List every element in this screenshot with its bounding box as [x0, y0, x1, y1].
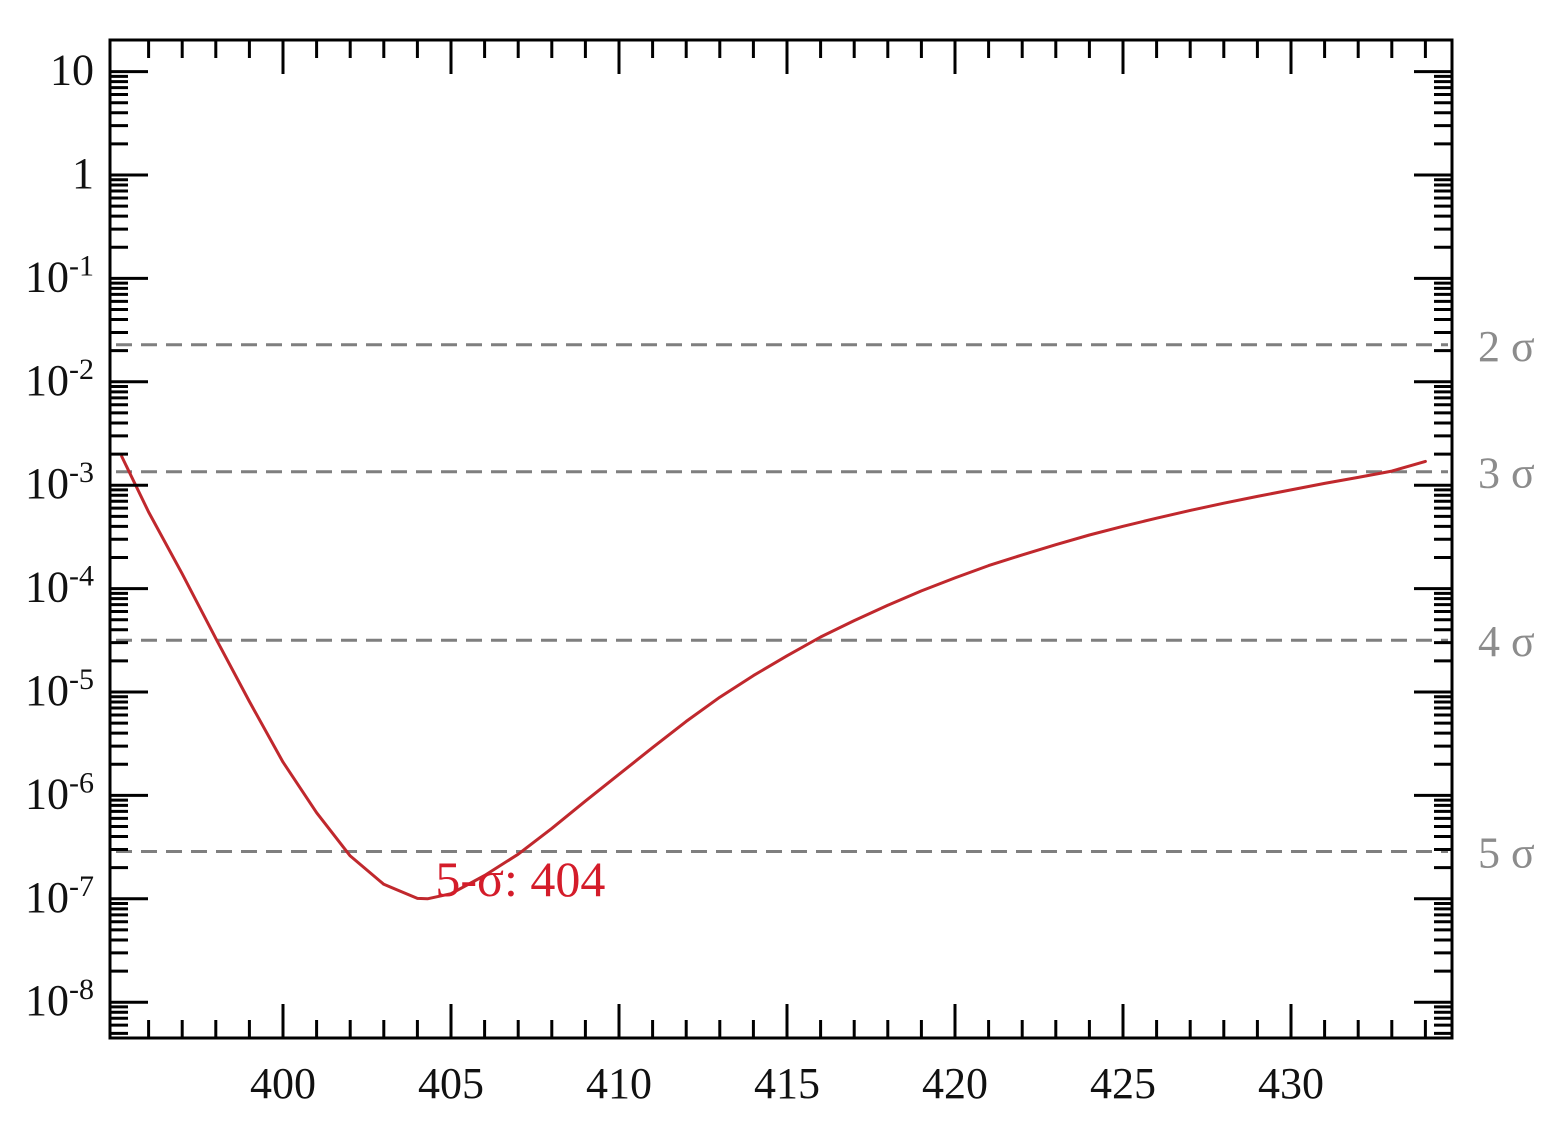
x-tick-label: 400 — [250, 1059, 316, 1108]
x-tick-label: 430 — [1258, 1059, 1324, 1108]
series-line-0 — [120, 454, 1427, 901]
y-tick-base: 1 — [72, 149, 94, 198]
y-tick-label: 1 — [72, 149, 94, 198]
y-tick-label: 10 — [50, 46, 94, 95]
y-tick-base: 10 — [25, 873, 69, 922]
y-tick-exponent: -8 — [69, 973, 94, 1006]
y-tick-label: 10-1 — [25, 249, 94, 301]
y-tick-exponent: -7 — [69, 870, 94, 903]
y-tick-label: 10-7 — [25, 870, 94, 922]
y-tick-exponent: -3 — [69, 456, 94, 489]
x-tick-label: 420 — [922, 1059, 988, 1108]
y-tick-base: 10 — [25, 666, 69, 715]
sigma-label-5: 5 σ — [1478, 828, 1535, 877]
x-tick-label: 415 — [754, 1059, 820, 1108]
y-tick-label: 10-8 — [25, 973, 94, 1025]
y-tick-base: 10 — [25, 356, 69, 405]
x-tick-labels: 400 405 410 415 420 425 430 — [250, 1059, 1324, 1108]
y-tick-exponent: -4 — [69, 560, 94, 593]
axis-ticks — [110, 40, 1452, 1038]
y-tick-base: 10 — [25, 252, 69, 301]
y-tick-base: 10 — [25, 976, 69, 1025]
y-tick-base: 10 — [50, 46, 94, 95]
annotation-label: 5-σ: 404 — [435, 851, 605, 907]
y-tick-base: 10 — [25, 769, 69, 818]
x-tick-label: 410 — [586, 1059, 652, 1108]
sigma-label-2: 2 σ — [1478, 322, 1535, 371]
y-tick-base: 10 — [25, 563, 69, 612]
plot-frame — [108, 38, 1454, 1040]
annotations: 5-σ: 404 — [435, 851, 605, 907]
y-tick-label: 10-6 — [25, 766, 94, 818]
x-tick-label: 405 — [418, 1059, 484, 1108]
y-tick-base: 10 — [25, 459, 69, 508]
sigma-label-3: 3 σ — [1478, 449, 1535, 498]
sigma-label-4: 4 σ — [1478, 617, 1535, 666]
y-tick-exponent: -5 — [69, 663, 94, 696]
sigma-labels: 2 σ 3 σ 4 σ 5 σ — [1478, 322, 1535, 878]
y-tick-label: 10-5 — [25, 663, 94, 715]
series-group — [120, 454, 1427, 901]
reference-lines — [116, 343, 1448, 853]
y-tick-label: 10-4 — [25, 560, 94, 612]
y-tick-exponent: -1 — [69, 249, 94, 282]
x-tick-label: 425 — [1090, 1059, 1156, 1108]
y-tick-label: 10-2 — [25, 353, 94, 405]
y-tick-label: 10-3 — [25, 456, 94, 508]
y-tick-exponent: -6 — [69, 766, 94, 799]
y-tick-exponent: -2 — [69, 353, 94, 386]
